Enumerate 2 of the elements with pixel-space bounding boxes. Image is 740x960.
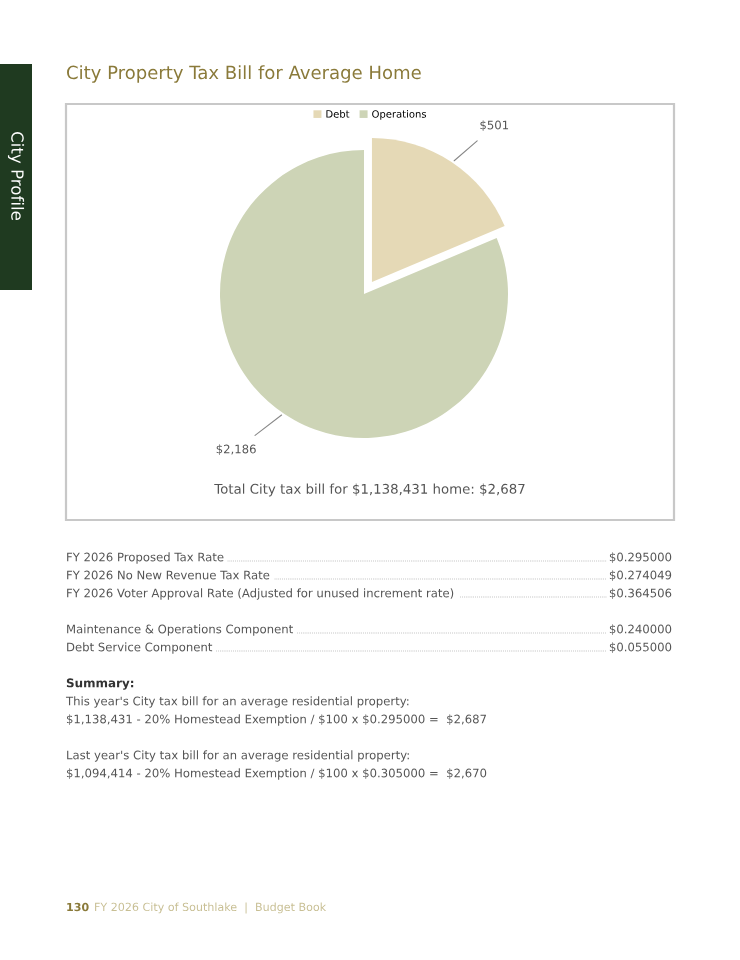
chart-title: City Property Tax Bill for Average Home <box>67 65 421 83</box>
text: City Profile <box>7 132 25 220</box>
